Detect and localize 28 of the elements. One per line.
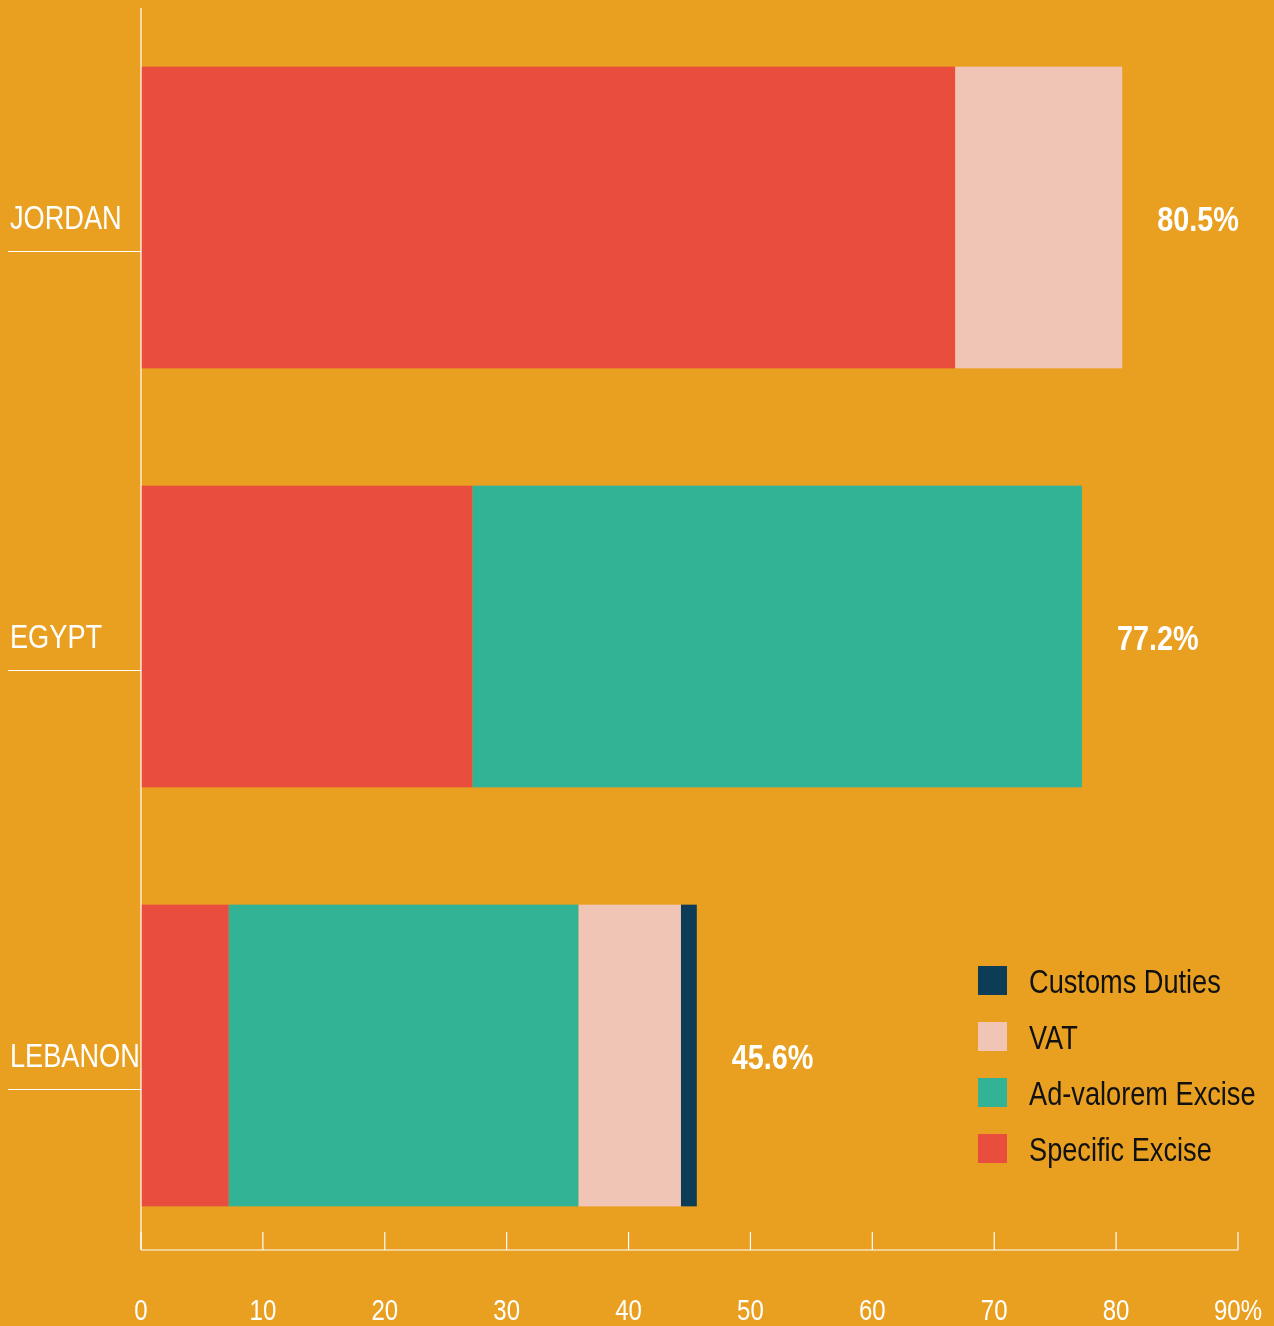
bar	[141, 904, 229, 1207]
y-tick-label: JORDAN	[10, 198, 122, 238]
legend-label: Ad-valorem Excise	[1029, 1074, 1256, 1113]
total-label: 80.5%	[1157, 198, 1239, 240]
bar	[141, 66, 956, 369]
y-tick-label: EGYPT	[10, 617, 103, 657]
x-tick-label: 70	[980, 1292, 1008, 1326]
total-label: 45.6%	[731, 1036, 814, 1078]
legend-label: Specific Excise	[1029, 1130, 1212, 1169]
y-tick-label: LEBANON	[10, 1036, 140, 1076]
x-tick-label: 0	[134, 1292, 148, 1326]
x-tick-label: 50	[737, 1292, 764, 1326]
x-tick-label: 10	[249, 1292, 277, 1326]
legend-label: VAT	[1029, 1018, 1079, 1057]
bar	[578, 904, 681, 1207]
bar	[955, 66, 1123, 369]
bar	[141, 485, 473, 788]
total-label: 77.2%	[1116, 617, 1199, 659]
bar	[680, 904, 697, 1207]
x-tick-label: 30	[493, 1292, 521, 1326]
legend-label: Customs Duties	[1029, 962, 1221, 1001]
x-tick-label: 90%	[1213, 1292, 1263, 1326]
x-tick-label: 80	[1102, 1292, 1130, 1326]
bar	[228, 904, 579, 1207]
x-tick-label: 60	[858, 1292, 886, 1326]
bar	[472, 485, 1082, 788]
x-tick-label: 40	[615, 1292, 642, 1326]
x-tick-label: 20	[371, 1292, 399, 1326]
